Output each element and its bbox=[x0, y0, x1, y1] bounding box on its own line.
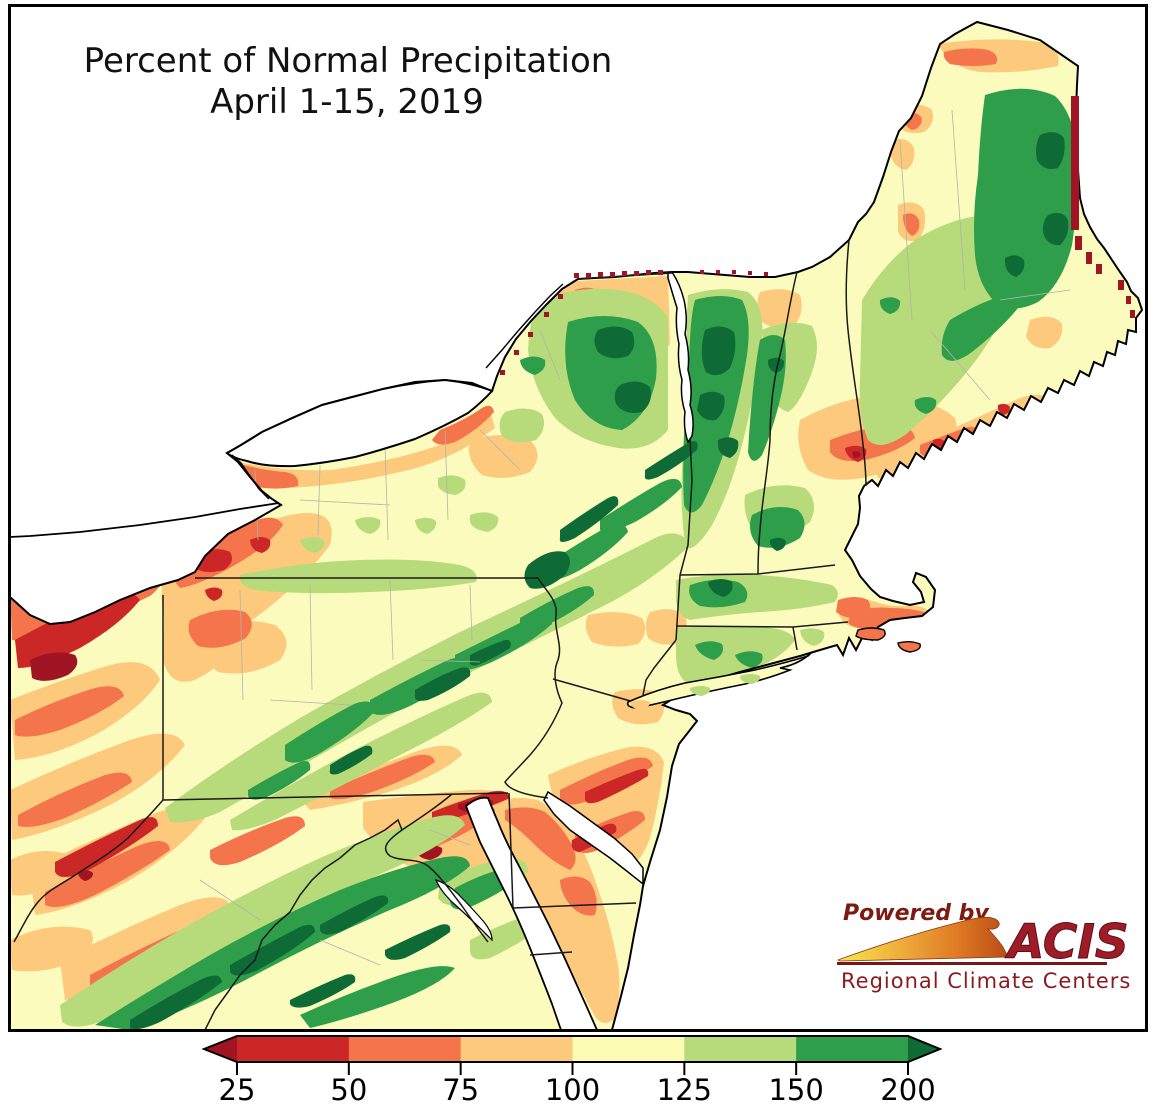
colorbar-segment bbox=[460, 1036, 573, 1062]
islands bbox=[626, 627, 921, 710]
colorbar-tick-label: 150 bbox=[768, 1073, 823, 1107]
colorbar-segment bbox=[348, 1036, 462, 1062]
water-bodies bbox=[9, 5, 1147, 1031]
logo-underline bbox=[837, 962, 1107, 965]
logo-acis-text: ACIS bbox=[1004, 915, 1129, 970]
colorbar-segment bbox=[572, 1036, 685, 1062]
colorbar-under-arrow bbox=[204, 1036, 237, 1062]
precip-regions bbox=[10, 39, 1078, 1030]
map-title-line2: April 1-15, 2019 bbox=[210, 82, 484, 122]
county-lines bbox=[199, 109, 1071, 966]
colorbar-tick-label: 100 bbox=[545, 1073, 600, 1107]
colorbar-segment bbox=[796, 1036, 909, 1062]
colorbar-tick-label: 75 bbox=[442, 1073, 479, 1107]
colorbar-over-arrow bbox=[908, 1036, 940, 1062]
marthas-vineyard bbox=[855, 627, 886, 641]
canadian-shorelines bbox=[9, 283, 564, 538]
map-frame bbox=[8, 4, 1148, 1032]
long-island bbox=[626, 651, 813, 709]
acis-logo: Powered by ACIS Regional Climate Centers bbox=[837, 901, 1131, 993]
logo-subtitle: Regional Climate Centers bbox=[841, 969, 1131, 993]
colorbar-tick-label: 200 bbox=[880, 1073, 935, 1107]
nantucket bbox=[897, 641, 921, 653]
colorbar-segment bbox=[237, 1036, 350, 1062]
delaware-bay bbox=[543, 790, 644, 886]
colorbar-segment bbox=[684, 1036, 797, 1062]
colorbar-tick-label: 125 bbox=[657, 1073, 712, 1107]
chesapeake-bay bbox=[464, 796, 599, 1031]
map-title-line1: Percent of Normal Precipitation bbox=[84, 41, 613, 81]
colorbar-legend: 25 50 75 100 125 150 200 bbox=[201, 1035, 943, 1107]
lake-ontario bbox=[225, 378, 494, 468]
lake-champlain bbox=[667, 271, 694, 444]
colorbar-tick-label: 25 bbox=[219, 1073, 256, 1107]
border-deficit-dashes bbox=[500, 96, 1135, 375]
colorbar-tick-label: 50 bbox=[330, 1073, 367, 1107]
logo-swoosh-icon bbox=[837, 916, 1009, 962]
